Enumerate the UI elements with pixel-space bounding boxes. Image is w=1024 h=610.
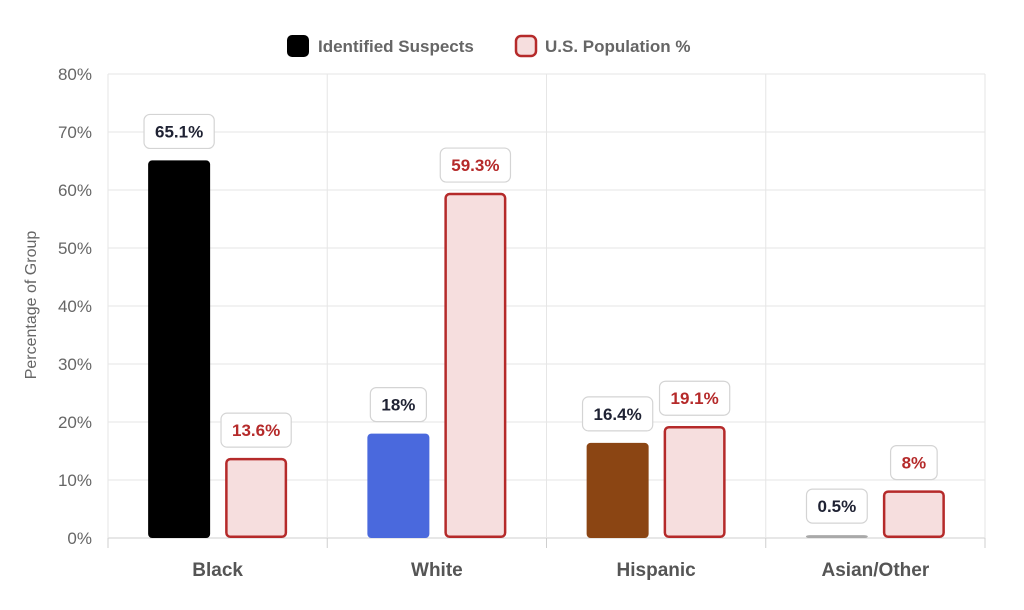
data-label-identified-suspects-asian-other: 0.5% — [818, 497, 857, 516]
data-label-us-population-black: 13.6% — [232, 421, 280, 440]
x-axis-ticks: Black White Hispanic Asian/Other — [192, 560, 930, 581]
legend-swatch-us-population — [514, 34, 538, 58]
data-label-us-population-white: 59.3% — [451, 156, 499, 175]
y-tick-label: 60% — [58, 181, 92, 200]
data-label-us-population-asian-other: 8% — [902, 454, 927, 473]
bar-us-population-asian-other — [882, 490, 945, 539]
legend-swatch-identified-suspects — [287, 35, 309, 57]
data-label-us-population-hispanic: 19.1% — [671, 389, 719, 408]
data-label-identified-suspects-black: 65.1% — [155, 122, 203, 141]
data-label-identified-suspects-white: 18% — [381, 396, 415, 415]
y-tick-label: 80% — [58, 65, 92, 84]
y-tick-label: 70% — [58, 123, 92, 142]
x-tick-label-hispanic: Hispanic — [617, 560, 697, 581]
y-axis-ticks: 0% 10% 20% 30% 40% 50% 60% 70% 80% — [58, 65, 92, 548]
y-tick-label: 10% — [58, 471, 92, 490]
bar-identified-suspects-black — [148, 160, 211, 539]
data-label-us-population-black-box — [220, 412, 292, 448]
y-tick-label: 30% — [58, 355, 92, 374]
data-label-identified-suspects-hispanic-box — [581, 396, 654, 432]
y-tick-label: 20% — [58, 413, 92, 432]
y-tick-label: 0% — [67, 529, 92, 548]
bars — [148, 160, 945, 539]
bar-us-population-white — [444, 192, 507, 538]
x-tick-label-black: Black — [192, 560, 243, 581]
bar-us-population-hispanic — [663, 425, 726, 538]
data-label-identified-suspects-black-box — [143, 113, 215, 150]
data-label-identified-suspects-white-box — [369, 387, 427, 423]
data-label-us-population-asian-other-box — [889, 445, 938, 481]
data-label-identified-suspects-hispanic: 16.4% — [594, 405, 642, 424]
y-axis-title: Percentage of Group — [23, 231, 40, 380]
bar-identified-suspects-asian-other — [805, 535, 868, 538]
data-label-us-population-hispanic-box — [658, 380, 731, 416]
bar-identified-suspects-hispanic — [586, 442, 649, 538]
legend-label-us-population: U.S. Population % — [545, 37, 690, 56]
x-tick-label-asian-other: Asian/Other — [822, 560, 930, 581]
y-tick-label: 50% — [58, 239, 92, 258]
data-label-us-population-white-box — [439, 147, 512, 183]
bar-us-population-black — [225, 457, 288, 538]
x-tick-label-white: White — [411, 560, 463, 581]
bar-identified-suspects-white — [367, 433, 430, 538]
y-tick-label: 40% — [58, 297, 92, 316]
legend-label-identified-suspects: Identified Suspects — [318, 37, 474, 56]
data-label-identified-suspects-asian-other-box — [805, 488, 868, 524]
data-labels: 65.1% 13.6% 18% 59.3% 16.4% 19.1% 0.5% 8% — [143, 113, 938, 524]
legend: Identified Suspects U.S. Population % — [287, 34, 690, 58]
